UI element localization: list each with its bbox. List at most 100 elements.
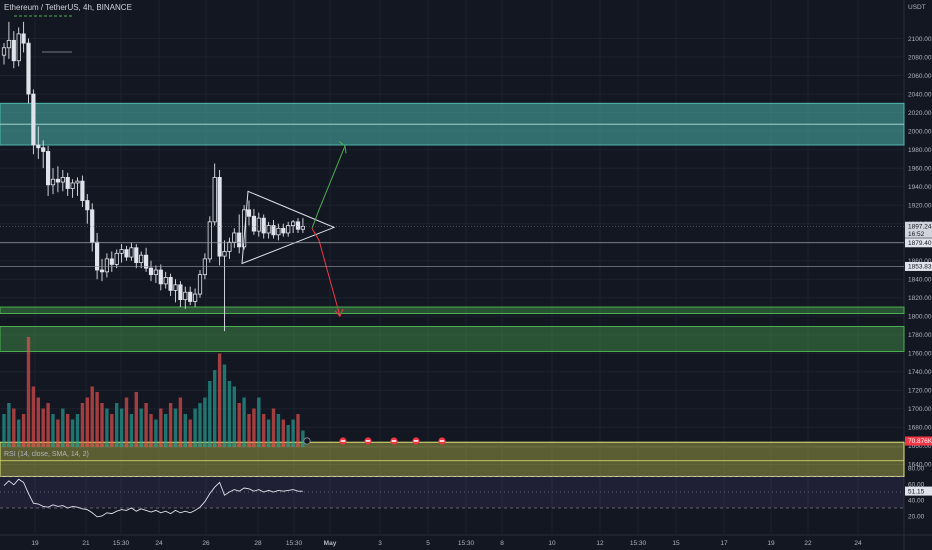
volume-bar [7,403,11,447]
price-tick-label: 1740.00 [908,369,932,376]
candle-body [65,177,70,189]
candle-body [217,177,222,257]
event-marker-icon[interactable] [339,437,347,445]
price-tick-label: 1980.00 [908,147,932,154]
candle-body [271,225,276,236]
event-glyph [365,440,371,442]
price-tick-label: 2080.00 [908,54,932,61]
volume-bar [232,386,236,447]
triangle-pattern [241,190,336,265]
time-tick-label: 15 [672,540,680,547]
candle-body [261,217,266,234]
candle-body [1,47,7,56]
volume-bar [115,403,119,447]
volume-bar [276,414,281,447]
projection-arrows [311,140,347,318]
candle-body [281,227,286,234]
candle-body [119,249,124,254]
candle-body [31,93,36,146]
candle-body [95,241,100,271]
price-tick-label: 1940.00 [908,184,932,191]
volume-bar [178,397,183,447]
candle-body [104,258,109,273]
candle-body [188,291,193,302]
volume-bar [124,397,129,447]
time-tick-label: May [324,540,337,547]
last-price-tag-bg [905,221,932,238]
price-tick-label: 2000.00 [908,128,932,135]
event-markers[interactable] [303,437,446,445]
price-tick-label: 1720.00 [908,388,932,395]
time-tick-label: 12 [596,540,604,547]
event-marker-icon[interactable] [438,437,446,445]
rsi-tick-label: 80.00 [908,465,925,472]
candle-body [11,39,16,62]
time-tick-label: 19 [767,540,775,547]
price-tick-label: 2060.00 [908,73,932,80]
time-tick-label: 24 [155,540,163,547]
price-tick-label: 1920.00 [908,202,932,209]
arrow-up-head [338,140,347,154]
candle-body [139,254,144,263]
candle-body [173,284,178,291]
volume-bar [75,414,80,447]
candle-body [251,215,256,232]
volume-bar [159,408,163,447]
volume-bar [257,397,261,447]
candle-body [148,267,154,276]
candle-body [99,269,105,273]
candle-body [41,147,46,152]
price-tick-label: 1820.00 [908,295,932,302]
volume-bar [21,414,26,447]
volume-bar [164,414,168,447]
volume-bar [119,408,124,447]
volume-bar [31,386,36,447]
last-price-tag: 1897.24 [908,223,932,230]
volume-bar [66,414,70,447]
price-tag-1853-bg [905,261,932,271]
candle-body [143,254,149,269]
candle-body [50,178,56,186]
volume-bar [271,408,276,447]
price-tick-label: 1660.00 [908,443,932,450]
volume-zone [0,441,905,477]
volume-bar [149,414,153,447]
candle-body [85,200,90,211]
time-tick-label: 15:30 [458,540,475,547]
price-tick-label: 1780.00 [908,332,932,339]
price-zone [0,325,905,352]
event-marker-icon[interactable] [303,437,311,445]
candle-body [129,247,134,258]
price-tick-label: 1680.00 [908,425,932,432]
volume-bar [242,397,246,447]
price-zone [0,306,905,315]
arrow-down-line [311,228,341,317]
candle-body [212,177,217,223]
arrow-down-head [334,308,344,318]
candlesticks [1,15,306,332]
event-circle [303,437,311,445]
volume-bar [208,381,212,447]
volume-bar [217,353,222,447]
triangle-outline [241,190,336,265]
candle-body [163,277,168,285]
volume-bar [36,397,40,447]
price-axis[interactable]: 2100.00 2080.00 2060.00 2040.00 2020.00 2000.… [908,4,932,520]
volume-bar [262,414,266,447]
volume-bar [85,397,89,447]
volume-bar [110,414,114,447]
time-tick-label: 15:30 [113,540,130,547]
chart-title: Ethereum / TetherUS, 4h, BINANCE [4,3,132,12]
volume-bar [41,408,45,447]
rsi-tick-label: 40.00 [908,497,925,504]
candle-body [70,182,75,189]
event-marker-icon[interactable] [412,437,420,445]
event-marker-icon[interactable] [390,437,398,445]
volume-tag: 70.876K [908,438,932,445]
time-axis[interactable]: 19 21 15:30 24 26 28 15:30 May 3 5 15:30 8 10 12 15:30… [31,540,862,547]
volume-bar [252,408,256,447]
event-marker-icon[interactable] [364,437,372,445]
